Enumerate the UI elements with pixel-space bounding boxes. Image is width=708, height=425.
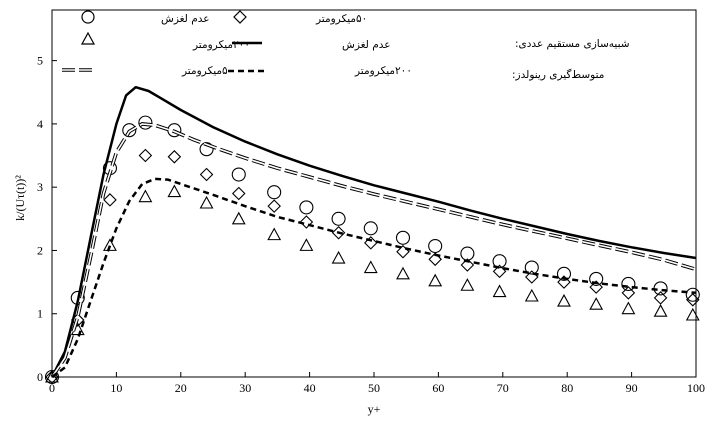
series-0-point	[267, 185, 282, 200]
legend-label-dns-200: ۲۰۰میکرومتر	[192, 39, 250, 51]
series-1-point	[138, 148, 153, 163]
series-2-point	[363, 260, 378, 274]
series-0-point	[331, 211, 346, 226]
series-0-point	[492, 254, 507, 269]
series-1-point	[653, 291, 668, 305]
series-2-point	[267, 227, 282, 241]
series-1-point	[231, 186, 246, 201]
series-2-point	[685, 307, 700, 321]
y-tick-label: 1	[37, 307, 43, 321]
series-1-point	[460, 258, 475, 272]
y-tick-label: 2	[37, 243, 43, 257]
series-2-point	[589, 297, 604, 310]
series-2-point	[653, 304, 668, 317]
series-2-point	[138, 189, 153, 203]
legend-label-dns-noslip: عدم لغزش	[161, 13, 210, 25]
series-2-point	[231, 211, 246, 225]
series-2-point	[103, 238, 117, 251]
series-2-point	[331, 250, 346, 264]
legend-marker-circle	[81, 10, 95, 24]
series-1-point	[428, 252, 442, 267]
series-4-line	[50, 122, 697, 379]
series-2-point	[167, 184, 182, 198]
series-2-point	[460, 278, 475, 291]
series-2-point	[621, 301, 636, 315]
series-0-point	[524, 260, 539, 275]
series-1-point	[267, 199, 281, 213]
series-0-point	[122, 123, 137, 138]
x-tick-label: 20	[175, 381, 187, 395]
series-1-point	[199, 167, 214, 182]
x-tick-label: 90	[626, 381, 638, 395]
series-1-point	[621, 286, 636, 300]
series-0-point	[621, 276, 636, 292]
series-0-point	[363, 221, 378, 236]
x-tick-label: 10	[110, 381, 122, 395]
y-tick-label: 0	[37, 370, 43, 384]
series-0-point	[556, 266, 572, 281]
series-3-line	[50, 85, 697, 378]
legend-marker-diamond	[233, 10, 247, 24]
legend: شبیه‌سازی مستقیم عددی: متوسط‌گیری رینولد…	[62, 10, 630, 81]
x-tick-label: 60	[432, 381, 444, 395]
x-tick-label: 80	[561, 381, 573, 395]
legend-label-dns-50: ۵۰میکرومتر	[315, 13, 367, 25]
series-1-point	[103, 193, 117, 207]
series-1-point	[589, 280, 603, 294]
series-0-point	[589, 271, 604, 286]
series-2-point	[45, 369, 59, 383]
series-2-point	[557, 293, 571, 307]
series-0-point	[428, 238, 443, 254]
series-2-point	[199, 195, 214, 209]
y-axis-label: k/(Uτ(t))²	[13, 175, 27, 221]
series-1-point	[299, 215, 314, 229]
x-tick-label: 50	[368, 381, 380, 395]
series-0-point	[395, 230, 411, 245]
x-tick-label: 100	[687, 381, 705, 395]
series-0-point	[299, 200, 314, 215]
series-5-line	[51, 177, 697, 379]
series-0-point	[138, 115, 153, 130]
legend-label-rans-50: ۵۰میکرومتر	[181, 65, 233, 77]
series-1-point	[686, 293, 700, 307]
x-tick-label: 70	[497, 381, 509, 395]
legend-dns-heading: شبیه‌سازی مستقیم عددی:	[515, 38, 630, 50]
x-tick-label: 40	[304, 381, 316, 395]
y-tick-label: 3	[37, 180, 43, 194]
x-axis-label: y+	[368, 402, 381, 416]
series-1-point	[364, 236, 378, 250]
x-tick-label: 30	[239, 381, 251, 395]
y-axis: 0 1 2 3 4 5	[37, 54, 57, 384]
series-2-point	[492, 284, 507, 298]
y-tick-label: 5	[37, 54, 43, 68]
series-2-point	[524, 288, 539, 302]
series-0-point	[685, 287, 700, 302]
legend-label-rans-noslip: عدم لغزش	[342, 39, 391, 51]
series-1-point	[331, 225, 346, 240]
series-2-point	[428, 273, 443, 287]
series-2-point	[396, 266, 410, 280]
series-0-point	[231, 167, 246, 182]
series-4-line-core	[51, 123, 697, 378]
y-tick-label: 4	[37, 117, 43, 131]
x-tick-label: 0	[49, 381, 55, 395]
series-0-point	[460, 246, 475, 261]
series-2-point	[299, 238, 314, 251]
legend-marker-triangle	[80, 31, 96, 45]
legend-label-rans-200: ۲۰۰میکرومتر	[354, 65, 412, 77]
x-axis: 0 10 20 30 40 50 60 70 80 90 100	[49, 372, 705, 395]
series-1-point	[167, 150, 182, 164]
series-group	[44, 85, 700, 385]
legend-rans-heading: متوسط‌گیری رینولدز:	[512, 68, 604, 81]
